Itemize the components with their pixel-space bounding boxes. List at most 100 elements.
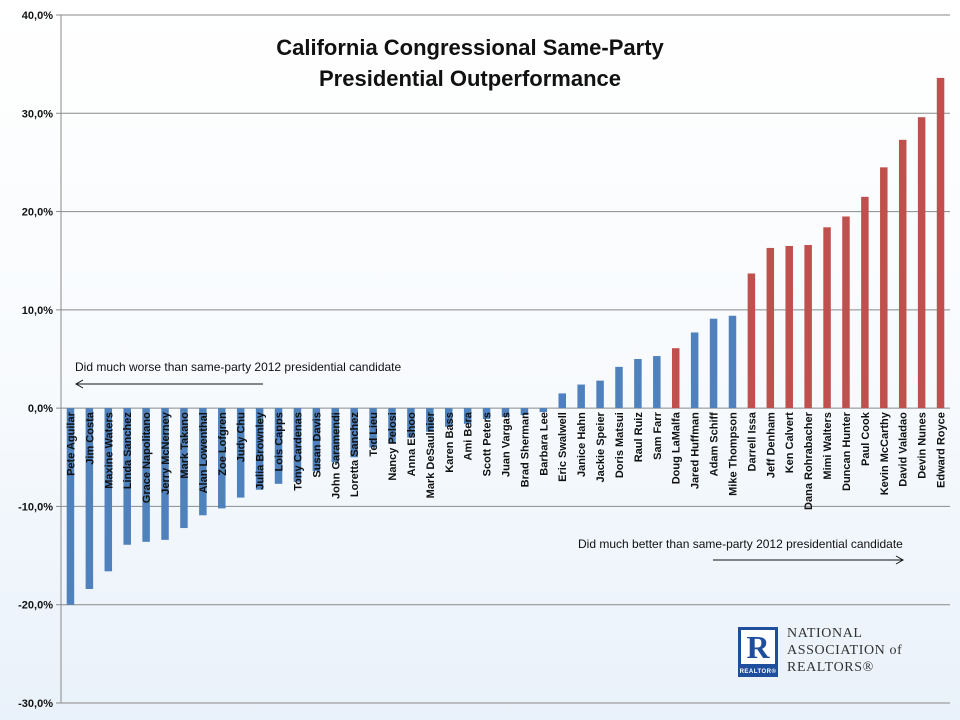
category-label: Mark DeSaulnier — [425, 411, 437, 498]
category-label: Duncan Hunter — [841, 411, 853, 491]
bar — [823, 227, 831, 409]
category-label: Darrell Issa — [746, 411, 758, 471]
bar — [218, 408, 226, 509]
y-tick-label: 40,0% — [22, 10, 53, 22]
y-tick-label: 0,0% — [28, 403, 53, 415]
annotation-arrows — [74, 379, 905, 565]
category-label: Ken Calvert — [784, 412, 796, 473]
bar — [331, 408, 340, 463]
category-label: Grace Napolitano — [141, 412, 153, 503]
bar — [369, 408, 377, 448]
category-label: Judy Chu — [236, 412, 248, 462]
bar — [274, 408, 283, 484]
category-label: Adam Schiff — [709, 412, 721, 477]
category-label: David Valadao — [898, 412, 910, 487]
category-label: Janice Hahn — [576, 412, 588, 477]
category-label: Jackie Speier — [595, 411, 607, 482]
nar-logo: R REALTOR® NATIONAL ASSOCIATION of REALT… — [738, 625, 938, 677]
category-label: Jeff Denham — [765, 412, 777, 478]
category-label: Dana Rohrabacher — [803, 411, 815, 510]
category-label: Jared Huffman — [690, 412, 702, 489]
category-label: Maxine Waters — [103, 412, 115, 489]
category-label: Scott Peters — [482, 412, 494, 476]
bar — [558, 393, 566, 409]
bar — [861, 196, 869, 409]
annotation-worse: Did much worse than same-party 2012 pres… — [75, 360, 402, 374]
realtor-r-icon: R REALTOR® — [738, 627, 778, 677]
category-label: Zoe Lofgren — [217, 412, 229, 476]
bar — [785, 245, 793, 409]
category-label: Tony Cardenas — [292, 412, 304, 491]
y-tick-label: -20,0% — [18, 600, 53, 612]
category-label: Raul Ruiz — [633, 412, 645, 463]
gridlines — [61, 14, 950, 704]
bar — [880, 167, 888, 409]
category-label: Karen Bass — [444, 412, 456, 473]
bar — [142, 408, 150, 542]
bar — [577, 384, 585, 409]
category-label: Mike Thompson — [727, 412, 739, 496]
bar — [709, 318, 718, 409]
bar — [104, 408, 113, 572]
bar — [520, 408, 529, 416]
logo-mark-word: REALTOR® — [739, 669, 777, 675]
logo-line-3: REALTORS® — [787, 660, 874, 675]
bar — [426, 408, 434, 432]
y-tick-label: -10,0% — [18, 501, 53, 513]
category-label: Brad Sherman — [519, 412, 531, 487]
category-label: Paul Cook — [860, 411, 872, 466]
y-tick-label: -30,0% — [18, 698, 53, 710]
y-tick-label: 30,0% — [22, 108, 53, 120]
left-arrow-head — [74, 379, 84, 389]
bar — [596, 380, 604, 409]
bar — [180, 408, 188, 529]
bars — [66, 77, 945, 605]
axes — [56, 14, 62, 704]
bar — [463, 408, 472, 424]
category-label: Edward Royce — [936, 412, 948, 488]
logo-wordmark: NATIONAL ASSOCIATION of REALTORS® — [787, 625, 937, 676]
bar — [766, 247, 775, 409]
bar — [747, 273, 756, 409]
category-label: John Garamendi — [330, 412, 342, 499]
bar — [690, 332, 699, 409]
category-label: Mark Takano — [179, 412, 191, 479]
logo-mark-letter: R — [741, 630, 775, 664]
category-label: Ted Lieu — [368, 412, 380, 456]
category-label: Mimi Walters — [822, 412, 834, 479]
bar — [842, 216, 850, 409]
bar — [255, 408, 264, 490]
bar — [445, 408, 453, 427]
bar — [898, 139, 907, 409]
bar — [482, 408, 491, 419]
category-label: Sam Farr — [652, 411, 664, 459]
category-label: Kevin McCarthy — [879, 411, 891, 495]
bar — [653, 356, 661, 409]
bar — [634, 359, 642, 409]
category-label: Julia Brownley — [255, 411, 267, 490]
annotation-better: Did much better than same-party 2012 pre… — [578, 537, 903, 551]
category-label: Barbara Lee — [538, 412, 550, 476]
bar — [350, 408, 358, 458]
category-label: Nancy Pelosi — [387, 412, 399, 480]
bar — [407, 408, 415, 438]
y-tick-labels: -30,0% -20,0% -10,0% 0,0% 10,0% 20,0% 30,0% 40,… — [18, 10, 53, 710]
category-label: Doug LaMalfa — [671, 411, 683, 484]
bar — [615, 366, 623, 409]
bar — [728, 315, 737, 409]
bar — [936, 77, 945, 409]
bar — [388, 408, 396, 444]
bar — [123, 408, 131, 545]
category-label: Jerry McNerney — [160, 411, 172, 494]
chart-title-line-2: Presidential Outperformance — [319, 66, 621, 91]
bar — [804, 244, 812, 409]
logo-line-1: NATIONAL — [787, 626, 863, 641]
bar — [236, 408, 245, 498]
category-label: Loretta Sanchez — [349, 412, 361, 497]
category-label: Doris Matsui — [614, 412, 626, 478]
category-label: Susan Davis — [311, 412, 323, 477]
logo-line-2: ASSOCIATION of — [787, 643, 903, 658]
right-arrow-head — [895, 555, 905, 565]
bar — [161, 408, 169, 540]
